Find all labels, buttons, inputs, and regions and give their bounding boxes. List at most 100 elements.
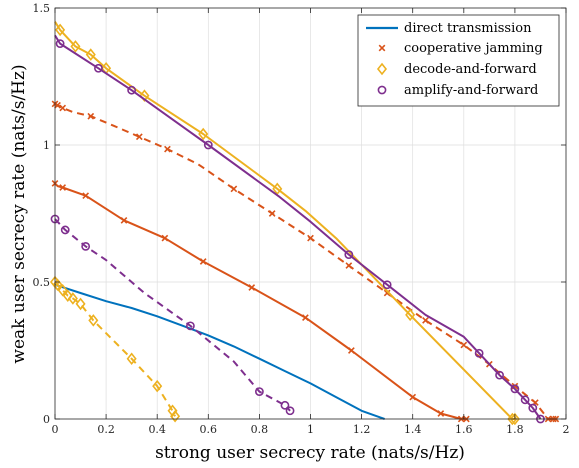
x-tick-label: 1.4 [404, 423, 422, 436]
cross-marker [59, 104, 67, 112]
cross-marker [199, 258, 207, 265]
diamond-marker [170, 409, 181, 423]
legend-label-af: amplify-and-forward [404, 83, 538, 98]
cross-marker [54, 101, 61, 109]
circle-marker [344, 250, 354, 259]
cross-marker [120, 216, 128, 224]
cross-marker [135, 133, 143, 141]
x-tick-label: 0 [52, 423, 59, 436]
cross-marker [87, 112, 95, 120]
diamond-marker [198, 127, 209, 141]
legend-label-jamming: cooperative jamming [404, 41, 543, 56]
cross-marker [302, 314, 309, 321]
diamond-marker [167, 404, 178, 418]
legend-label-df: decode-and-forward [404, 62, 537, 77]
diamond-marker [67, 292, 78, 305]
x-tick-label: 2 [563, 423, 570, 436]
circle-marker [254, 387, 264, 396]
diamond-marker [272, 182, 283, 196]
series-3 [54, 21, 520, 426]
circle-marker [474, 348, 484, 358]
cross-marker [422, 316, 429, 324]
x-tick-label: 0.2 [97, 423, 115, 436]
cross-marker [307, 234, 314, 242]
circle-marker [60, 225, 70, 235]
circle-marker [186, 321, 195, 331]
series-0 [54, 283, 385, 420]
diamond-marker [509, 412, 520, 426]
cross-marker [383, 289, 391, 297]
cross-marker [378, 44, 386, 52]
cross-marker [164, 145, 171, 153]
series-line [54, 218, 291, 412]
diamond-marker [62, 289, 73, 302]
series-5 [49, 275, 181, 423]
legend: direct transmission cooperative jamming … [357, 14, 560, 107]
circle-marker [382, 280, 392, 290]
cross-marker [348, 347, 355, 354]
x-tick-label: 1.8 [506, 423, 524, 436]
series-line [54, 281, 177, 417]
circle-marker [94, 63, 103, 73]
circle-marker [280, 400, 290, 410]
diamond-marker [405, 308, 416, 322]
diamond-marker [70, 40, 81, 53]
x-tick-label: 0.4 [148, 423, 166, 436]
circle-marker [495, 370, 504, 380]
y-axis-label: weak user secrecy rate (nats/s/Hz) [9, 64, 29, 363]
series-line [54, 34, 542, 420]
cross-marker [268, 210, 276, 217]
diamond-marker [152, 379, 163, 393]
diamond-marker [88, 314, 99, 327]
cross-marker [460, 341, 468, 349]
ticks: 0 0.2 0.4 0.6 0.8 1 1.2 1.4 1.6 1.8 2 0 0.5 1 1.5 [33, 2, 570, 436]
cross-marker [230, 185, 238, 193]
legend-marker-df [376, 62, 388, 76]
cross-marker [248, 284, 256, 291]
cross-marker [161, 234, 169, 242]
series-line [54, 103, 556, 420]
series-2 [51, 179, 470, 423]
x-tick-label: 1.2 [353, 423, 371, 436]
series-4 [54, 34, 545, 424]
circle-marker [203, 140, 213, 150]
circle-marker [127, 85, 137, 95]
legend-label-direct: direct transmission [404, 21, 532, 36]
y-tick-label: 0.5 [33, 276, 51, 289]
diamond-marker [55, 23, 66, 37]
circle-marker [377, 85, 387, 95]
cross-marker [409, 393, 417, 401]
x-tick-label: 0.8 [251, 423, 269, 436]
circle-marker [520, 395, 530, 405]
x-tick-label: 1.6 [455, 423, 473, 436]
cross-marker [82, 192, 90, 200]
y-tick-label: 1.5 [33, 2, 51, 15]
y-tick-label: 1 [43, 139, 50, 152]
diamond-marker [75, 297, 86, 311]
series-line [54, 182, 467, 420]
series-line [54, 21, 515, 420]
cross-marker [59, 184, 67, 191]
y-tick-label: 0 [43, 413, 50, 426]
series-layer [49, 21, 560, 426]
series-line [54, 283, 385, 420]
legend-marker-af [377, 85, 387, 95]
diamond-marker [376, 62, 388, 76]
cross-marker [437, 410, 445, 417]
circle-marker [510, 384, 520, 394]
circle-marker [285, 406, 295, 416]
diamond-marker [139, 89, 150, 102]
diamond-marker [57, 283, 68, 297]
diamond-marker [85, 48, 96, 61]
x-axis-label: strong user secrecy rate (nats/s/Hz) [155, 443, 465, 463]
cross-marker [345, 262, 353, 269]
x-tick-label: 1 [307, 423, 314, 436]
circle-marker [55, 39, 65, 49]
circle-marker [81, 241, 91, 251]
diamond-marker [126, 352, 137, 366]
circle-marker [528, 403, 538, 413]
x-tick-label: 0.6 [200, 423, 218, 436]
legend-marker-jamming [378, 44, 386, 52]
series-6 [50, 214, 295, 416]
